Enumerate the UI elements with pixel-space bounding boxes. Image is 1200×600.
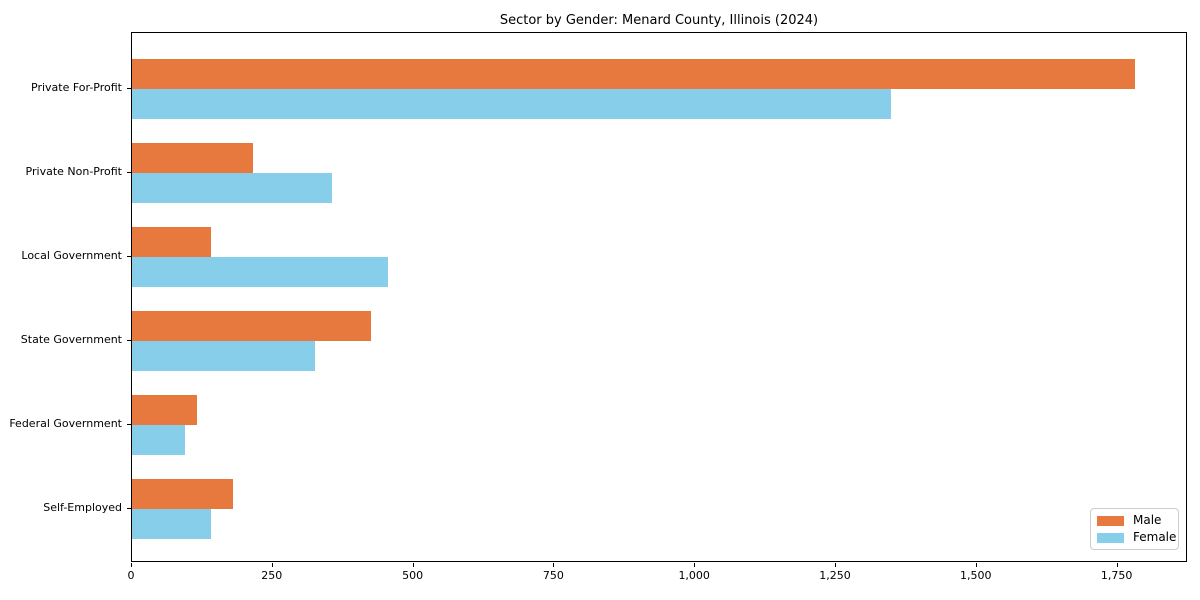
x-tick-label: 250 bbox=[261, 569, 283, 582]
x-tick-mark bbox=[1116, 563, 1118, 567]
bar-male-5 bbox=[132, 479, 234, 509]
legend-swatch-male bbox=[1097, 515, 1124, 526]
x-tick-label: 1,750 bbox=[1100, 569, 1133, 582]
x-tick-mark bbox=[412, 563, 414, 567]
x-tick-label: 1,250 bbox=[819, 569, 851, 582]
bar-female-2 bbox=[132, 257, 388, 287]
x-tick-label: 1,500 bbox=[960, 569, 992, 582]
x-tick-mark bbox=[835, 563, 836, 567]
bar-female-3 bbox=[132, 341, 315, 371]
legend-swatch-female bbox=[1097, 532, 1124, 543]
bar-female-5 bbox=[132, 509, 211, 539]
bar-male-1 bbox=[132, 143, 253, 173]
y-tick-mark bbox=[127, 340, 131, 341]
x-tick-mark bbox=[694, 563, 696, 567]
y-tick-label: Private Non-Profit bbox=[25, 165, 122, 178]
y-tick-mark bbox=[127, 508, 131, 509]
legend-item-female: Female bbox=[1097, 531, 1178, 544]
bar-male-4 bbox=[132, 395, 197, 425]
chart-title: Sector by Gender: Menard County, Illinoi… bbox=[499, 13, 819, 28]
x-tick-mark bbox=[975, 563, 977, 567]
y-tick-mark bbox=[127, 256, 131, 257]
legend-label-male: Male bbox=[1133, 513, 1162, 527]
bar-female-1 bbox=[132, 173, 332, 203]
y-tick-label: State Government bbox=[20, 333, 122, 346]
x-tick-label: 500 bbox=[402, 569, 424, 582]
bar-male-0 bbox=[132, 59, 1136, 89]
x-tick-mark bbox=[131, 563, 132, 567]
y-tick-label: Local Government bbox=[21, 249, 122, 262]
plot-area bbox=[131, 32, 1187, 562]
y-tick-mark bbox=[127, 424, 131, 425]
x-tick-mark bbox=[553, 563, 555, 567]
legend: Male Female bbox=[1090, 508, 1179, 550]
x-tick-label: 750 bbox=[542, 569, 564, 582]
bar-male-2 bbox=[132, 227, 211, 257]
x-tick-mark bbox=[271, 563, 273, 567]
x-tick-label: 0 bbox=[127, 569, 135, 582]
bar-female-4 bbox=[132, 425, 186, 455]
x-tick-label: 1,000 bbox=[678, 569, 710, 582]
y-tick-label: Private For-Profit bbox=[31, 81, 122, 94]
y-tick-label: Self-Employed bbox=[43, 501, 122, 514]
y-tick-mark bbox=[127, 88, 131, 89]
y-tick-label: Federal Government bbox=[9, 417, 122, 430]
bar-male-3 bbox=[132, 311, 371, 341]
legend-item-male: Male bbox=[1097, 514, 1178, 527]
y-tick-mark bbox=[127, 172, 131, 173]
legend-label-female: Female bbox=[1133, 530, 1177, 544]
bar-female-0 bbox=[132, 89, 891, 119]
